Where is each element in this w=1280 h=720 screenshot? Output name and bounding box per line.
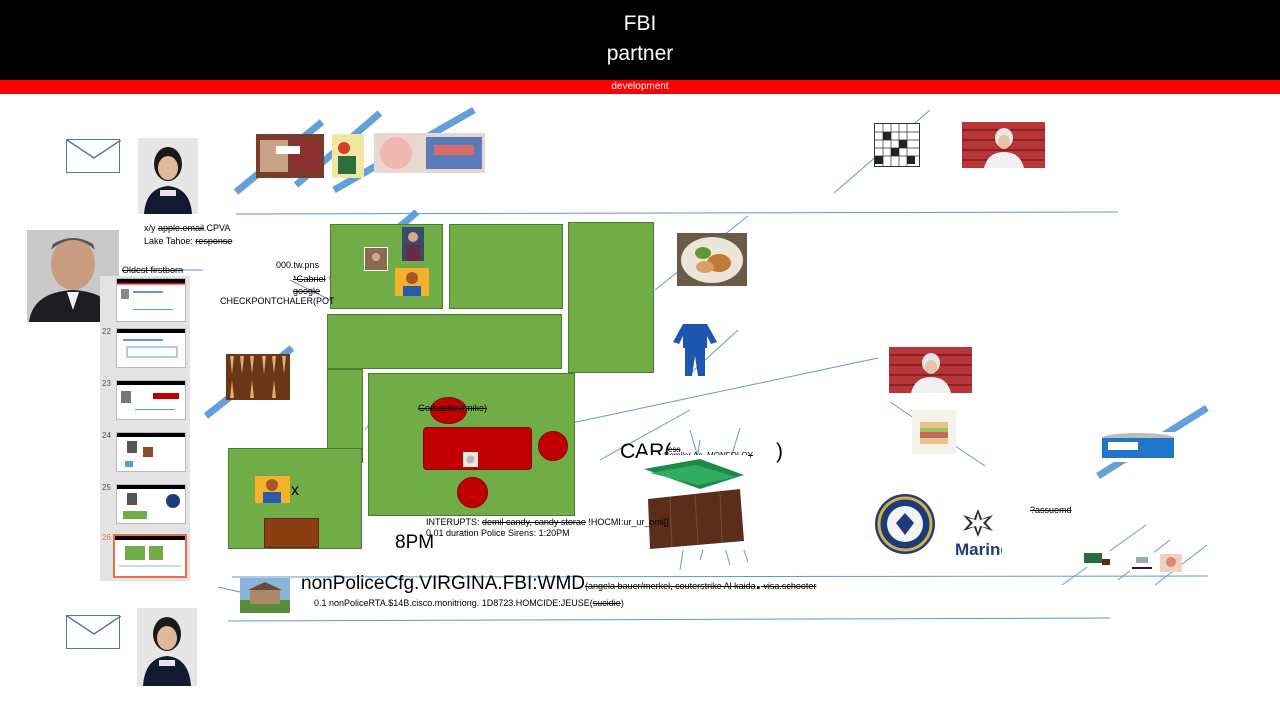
assumed-label: ?assuemd [1030, 505, 1072, 515]
officer-portrait [137, 608, 197, 686]
slide-thumbnail-active[interactable] [113, 534, 187, 578]
title-bar: FBI partner [0, 0, 1280, 80]
oldest-label: Oldest firstborn [122, 265, 184, 275]
slide-number: 24 [102, 431, 111, 440]
navy-seal-icon [874, 493, 936, 555]
woman-photo [395, 268, 429, 296]
pajamas-icon [673, 322, 717, 378]
circuit-board-photo [1082, 551, 1112, 567]
small-photo [1160, 554, 1182, 572]
development-banner: development [0, 80, 1280, 94]
slide-number: 25 [102, 483, 111, 492]
slide-thumbnail[interactable] [116, 380, 186, 420]
house-photo [240, 578, 290, 613]
page-subtitle: partner [606, 42, 674, 65]
car-close-paren: ) [776, 440, 783, 463]
queen-photo [962, 122, 1045, 168]
slide-thumbnail[interactable] [116, 432, 186, 472]
slide-number: 23 [102, 379, 111, 388]
table-item-photo [463, 452, 478, 467]
slide-number: 26 [102, 533, 111, 542]
checkpoint-label: CHECKPONTCHALER(POT [220, 296, 335, 306]
gadget-photo [1130, 551, 1154, 571]
car-sub-top: ess [668, 445, 681, 454]
andes-mints-photo [640, 455, 748, 550]
queen-photo [889, 347, 972, 393]
tuna-can-photo [1100, 432, 1176, 462]
x-mark: x [291, 482, 299, 499]
chair [430, 397, 467, 424]
comic-strip-image [256, 134, 324, 178]
slide-thumbnail[interactable] [116, 278, 186, 322]
time-label: 8PM [395, 532, 435, 553]
sandwich-photo [912, 410, 956, 454]
google-label: google [293, 286, 321, 296]
lake-tahoe-label: Lake Tahoe: response [144, 236, 233, 246]
room-block [327, 369, 363, 463]
gabriel-label: *Gabriel [293, 274, 326, 284]
room-block [568, 222, 654, 373]
slide-thumbnail[interactable] [116, 328, 186, 368]
desk [264, 518, 319, 548]
small-photo [364, 247, 388, 271]
interrupts-label: INTERUPTS: demil candy, candy storae !HO… [426, 517, 669, 527]
room-block [327, 314, 562, 369]
backgammon-board-photo [226, 354, 290, 400]
xy-label: x/y apple.email.CPVA [144, 223, 231, 233]
rta-line: 0.1 nonPoliceRTA.$14B.cisco.monitriong. … [314, 598, 624, 608]
envelope-icon[interactable] [66, 139, 121, 173]
slide-panel [100, 276, 190, 581]
food-plate-photo [677, 233, 747, 286]
crossword-icon [874, 123, 920, 167]
cartoon-banner-image [374, 133, 485, 173]
chair [538, 431, 568, 461]
chair [457, 477, 488, 508]
envelope-icon[interactable] [66, 615, 121, 649]
slide-thumbnail[interactable] [116, 484, 186, 524]
officer-portrait [138, 138, 198, 214]
woman-photo [402, 227, 424, 261]
room-block [449, 224, 563, 309]
woman-photo [255, 476, 290, 503]
page-title: FBI [623, 12, 657, 35]
slide-number: 22 [102, 327, 111, 336]
iron-cross-icon [962, 508, 994, 538]
tw-pns-label: 000.tw.pns [276, 260, 320, 270]
gorbachev-label: Gorbachev(mike) [418, 403, 488, 413]
cartoon-image [332, 134, 364, 178]
duration-label: 0.01 duration Police Sirens: 1:20PM [426, 528, 570, 538]
wmd-line: nonPoliceCfg.VIRGINA.FBI:WMD(angela baue… [301, 573, 817, 594]
marine-label: Marine [955, 540, 1002, 559]
